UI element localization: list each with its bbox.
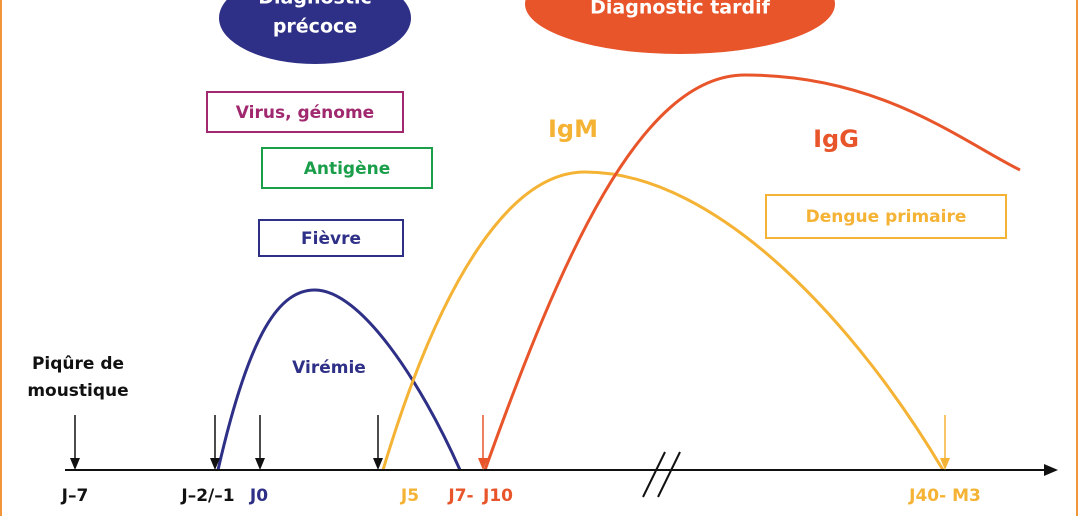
igg-curve (483, 73, 1021, 471)
early-label: précoce (273, 16, 357, 38)
late-ellipse (525, 0, 835, 54)
arrow-head (478, 458, 488, 470)
antigen-label: Antigène (304, 159, 391, 179)
axis-label: J7- (447, 486, 473, 506)
axis-label: J10 (482, 486, 513, 506)
axis-label: J0 (249, 486, 268, 506)
arrow-head (940, 458, 950, 470)
early-label: Diagnostic (258, 0, 371, 9)
bite-label: Piqûre de (32, 354, 124, 374)
axis-break (657, 451, 681, 498)
igm-curve (381, 170, 945, 471)
axis-break (642, 451, 666, 498)
arrow-head (210, 458, 220, 470)
arrow-head (70, 458, 80, 470)
dengue-box (765, 194, 1007, 239)
arrow-head (255, 458, 265, 470)
dengue-label: Dengue primaire (806, 207, 967, 227)
axis-label: J40- M3 (908, 486, 981, 506)
fever-box (258, 219, 404, 257)
fever-label: Fièvre (301, 229, 361, 249)
late-label: Diagnostic tardif (590, 0, 770, 19)
igm-label: IgM (548, 115, 598, 143)
axis-label: J–7 (61, 486, 89, 506)
viremia-curve (216, 288, 462, 471)
axis-label: J5 (400, 486, 419, 506)
viremia-label: Virémie (292, 358, 366, 378)
igg-label: IgG (813, 125, 859, 153)
early-ellipse (219, 0, 411, 64)
arrows (70, 415, 950, 470)
antigen-box (261, 147, 433, 189)
virus-box (206, 91, 404, 133)
axis-label: J–2/–1 (180, 486, 234, 506)
virus-label: Virus, génome (236, 103, 374, 123)
arrow-head (373, 458, 383, 470)
bite-label: moustique (27, 381, 128, 401)
axis-arrow (1044, 464, 1058, 476)
